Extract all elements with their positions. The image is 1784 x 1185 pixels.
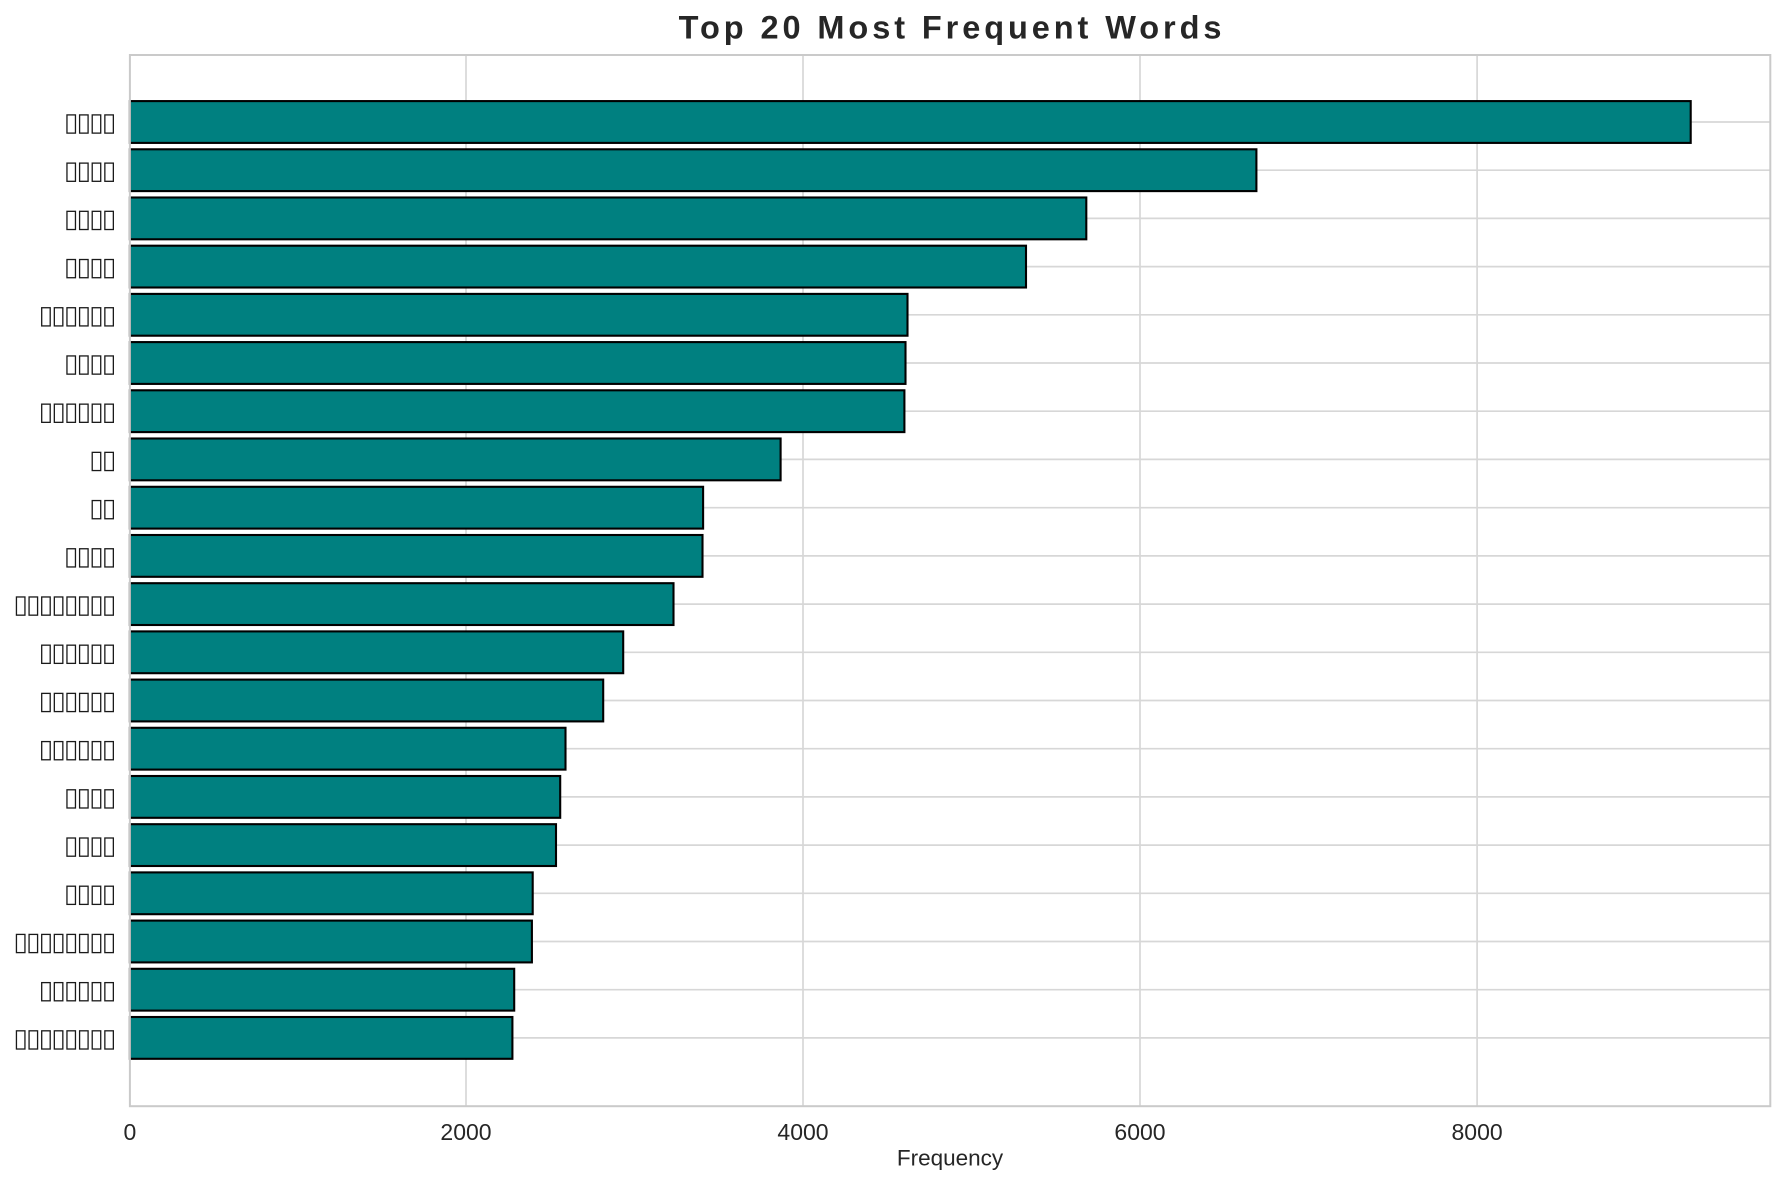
svg-text:4000: 4000 xyxy=(777,1119,828,1145)
svg-text:8000: 8000 xyxy=(1452,1119,1503,1145)
svg-text:0: 0 xyxy=(124,1119,137,1145)
svg-text:Top 20 Most Frequent Words: Top 20 Most Frequent Words xyxy=(679,10,1226,46)
svg-text:2000: 2000 xyxy=(440,1119,491,1145)
svg-text:6000: 6000 xyxy=(1114,1119,1165,1145)
svg-text:Frequency: Frequency xyxy=(897,1146,1004,1171)
